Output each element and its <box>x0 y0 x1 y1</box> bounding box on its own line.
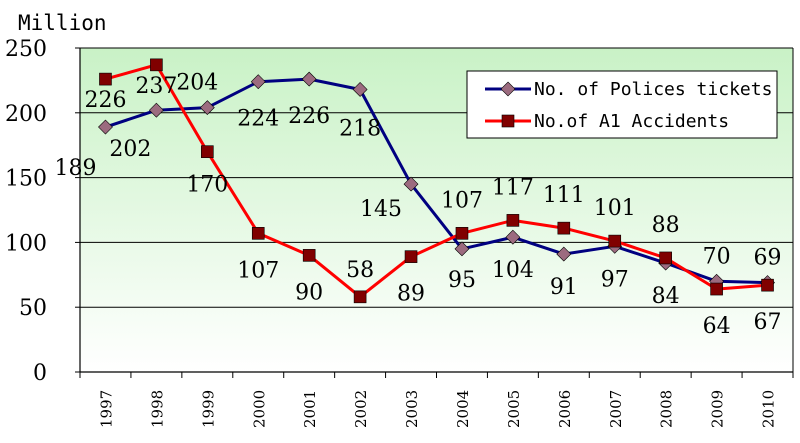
series-2-data-label-2010: 67 <box>754 310 782 335</box>
x-tick-label-2003: 2003 <box>403 390 421 428</box>
legend-label-2: No.of A1 Accidents <box>534 111 729 132</box>
series-2-point-1997 <box>99 72 112 86</box>
x-tick-label-2010: 2010 <box>760 390 778 428</box>
series-1-data-label-2010: 69 <box>754 246 782 271</box>
y-unit-label: Million <box>18 11 107 35</box>
x-tick-label-2009: 2009 <box>709 390 727 428</box>
series-2-data-label-2000: 107 <box>237 258 279 283</box>
series-1-point-2001 <box>301 71 317 87</box>
legend-box <box>466 70 778 139</box>
series-line-1 <box>105 77 768 285</box>
series-2-point-1998 <box>150 58 163 72</box>
series-1-point-1998 <box>148 102 164 118</box>
series-2-data-label-2002: 58 <box>346 258 374 283</box>
y-tick-label-200: 200 <box>5 102 47 127</box>
series-1-data-label-2000: 224 <box>237 107 279 132</box>
series-1-data-label-2005: 104 <box>492 258 534 283</box>
series-1-data-label-1997: 189 <box>54 156 96 181</box>
series-2-point-2008 <box>659 251 672 265</box>
y-tick-label-100: 100 <box>5 231 47 256</box>
x-tick-label-2002: 2002 <box>352 390 370 428</box>
legend-marker-1 <box>500 81 516 97</box>
y-tick-label-150: 150 <box>5 167 47 192</box>
series-2-data-label-2005: 117 <box>492 175 534 200</box>
series-2-data-label-1999: 170 <box>186 173 228 198</box>
series-2-data-label-1997: 226 <box>84 88 126 113</box>
series-1-data-label-2008: 84 <box>652 284 680 309</box>
x-tick-label-2006: 2006 <box>556 390 574 428</box>
series-2-point-2003 <box>404 250 418 263</box>
series-2-point-2000 <box>251 227 265 240</box>
series-1-data-label-2002: 218 <box>339 116 381 141</box>
series-1-point-2003 <box>403 176 419 192</box>
y-tick-label-0: 0 <box>33 361 47 386</box>
series-1-point-2000 <box>250 74 266 90</box>
y-tick-label-50: 50 <box>19 296 47 321</box>
series-1-data-label-2003: 145 <box>360 197 402 222</box>
series-2-point-2006 <box>557 221 571 235</box>
legend-marker-2 <box>501 114 515 128</box>
series-2-point-2005 <box>506 214 520 227</box>
y-tick-label-250: 250 <box>5 37 47 62</box>
series-1-data-label-1999: 204 <box>176 71 218 96</box>
series-2-data-label-2008: 88 <box>652 213 680 238</box>
series-1-point-2005 <box>505 229 521 245</box>
series-1-data-label-2004: 95 <box>448 268 476 293</box>
series-2-point-1999 <box>201 145 214 158</box>
x-tick-label-2008: 2008 <box>658 390 676 428</box>
series-1-point-1999 <box>199 100 215 116</box>
series-2-point-2007 <box>608 234 622 248</box>
series-2-point-2001 <box>302 249 316 262</box>
series-1-data-label-2001: 226 <box>288 104 330 129</box>
x-tick-label-2005: 2005 <box>505 390 523 428</box>
x-tick-label-2004: 2004 <box>454 390 472 428</box>
series-2-data-label-1998: 237 <box>135 74 177 99</box>
series-1-point-2004 <box>454 241 470 257</box>
series-2-point-2002 <box>353 290 367 304</box>
x-tick-label-2001: 2001 <box>301 390 319 428</box>
series-2-data-label-2009: 64 <box>703 314 731 339</box>
series-1-point-2006 <box>556 246 572 262</box>
series-2-data-label-2001: 90 <box>295 280 323 305</box>
series-2-point-2009 <box>710 282 723 296</box>
series-line-2 <box>105 63 768 299</box>
x-tick-label-2000: 2000 <box>250 390 268 428</box>
series-1-data-label-2006: 91 <box>550 275 578 300</box>
legend-label-1: No. of Polices tickets <box>534 79 772 100</box>
series-2-point-2010 <box>761 278 774 292</box>
series-1-point-1997 <box>98 119 113 135</box>
series-2-data-label-2007: 101 <box>594 196 636 221</box>
series-2-data-label-2003: 89 <box>397 282 425 307</box>
series-1-data-label-2007: 97 <box>601 267 629 292</box>
x-tick-label-1997: 1997 <box>97 390 115 428</box>
x-tick-label-1999: 1999 <box>199 390 217 428</box>
series-1-point-2002 <box>352 82 368 97</box>
x-tick-label-2007: 2007 <box>607 390 625 428</box>
series-2-data-label-2006: 111 <box>543 183 585 208</box>
series-1-data-label-2009: 70 <box>703 244 731 269</box>
x-tick-label-1998: 1998 <box>148 390 166 428</box>
series-1-data-label-1998: 202 <box>109 137 151 162</box>
series-2-point-2004 <box>455 227 469 240</box>
series-2-data-label-2004: 107 <box>441 188 483 213</box>
